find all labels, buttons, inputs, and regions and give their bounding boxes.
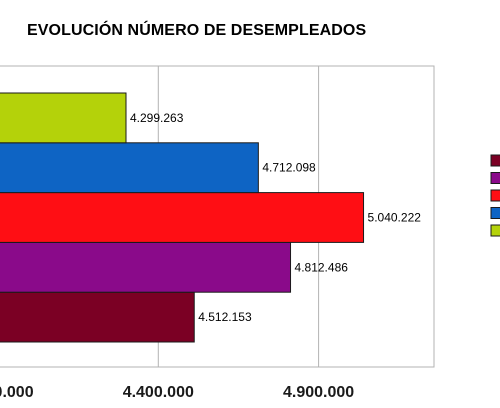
bar-1 [0, 241, 292, 293]
legend-swatch-3 [490, 207, 500, 219]
legend-swatch-4 [490, 224, 500, 237]
x-tick-label-0: 3.900.000 [0, 384, 34, 401]
bar-4 [0, 92, 127, 144]
chart-title: EVOLUCIÓN NÚMERO DE DESEMPLEADOS [27, 22, 367, 39]
legend-swatch-1 [490, 172, 500, 184]
legend-swatch-0 [490, 154, 500, 167]
data-label-4: 4.299.263 [130, 111, 184, 125]
bar-0 [0, 291, 195, 343]
bar-3 [0, 142, 259, 194]
x-tick-label-1: 4.400.000 [123, 384, 194, 401]
data-label-3: 4.712.098 [262, 161, 316, 175]
data-label-2: 5.040.222 [368, 211, 422, 225]
data-label-0: 4.512.153 [198, 310, 252, 324]
data-labels: 4.512.153 4.812.486 5.040.222 4.712.098 4.29… [130, 111, 421, 324]
legend [490, 154, 500, 237]
bar-2 [0, 192, 365, 243]
bars [0, 92, 365, 343]
legend-swatch-2 [490, 189, 500, 202]
x-tick-labels: 3.900.000 4.400.000 4.900.000 [0, 384, 354, 401]
data-label-1: 4.812.486 [295, 260, 349, 274]
x-tick-label-2: 4.900.000 [283, 384, 354, 401]
